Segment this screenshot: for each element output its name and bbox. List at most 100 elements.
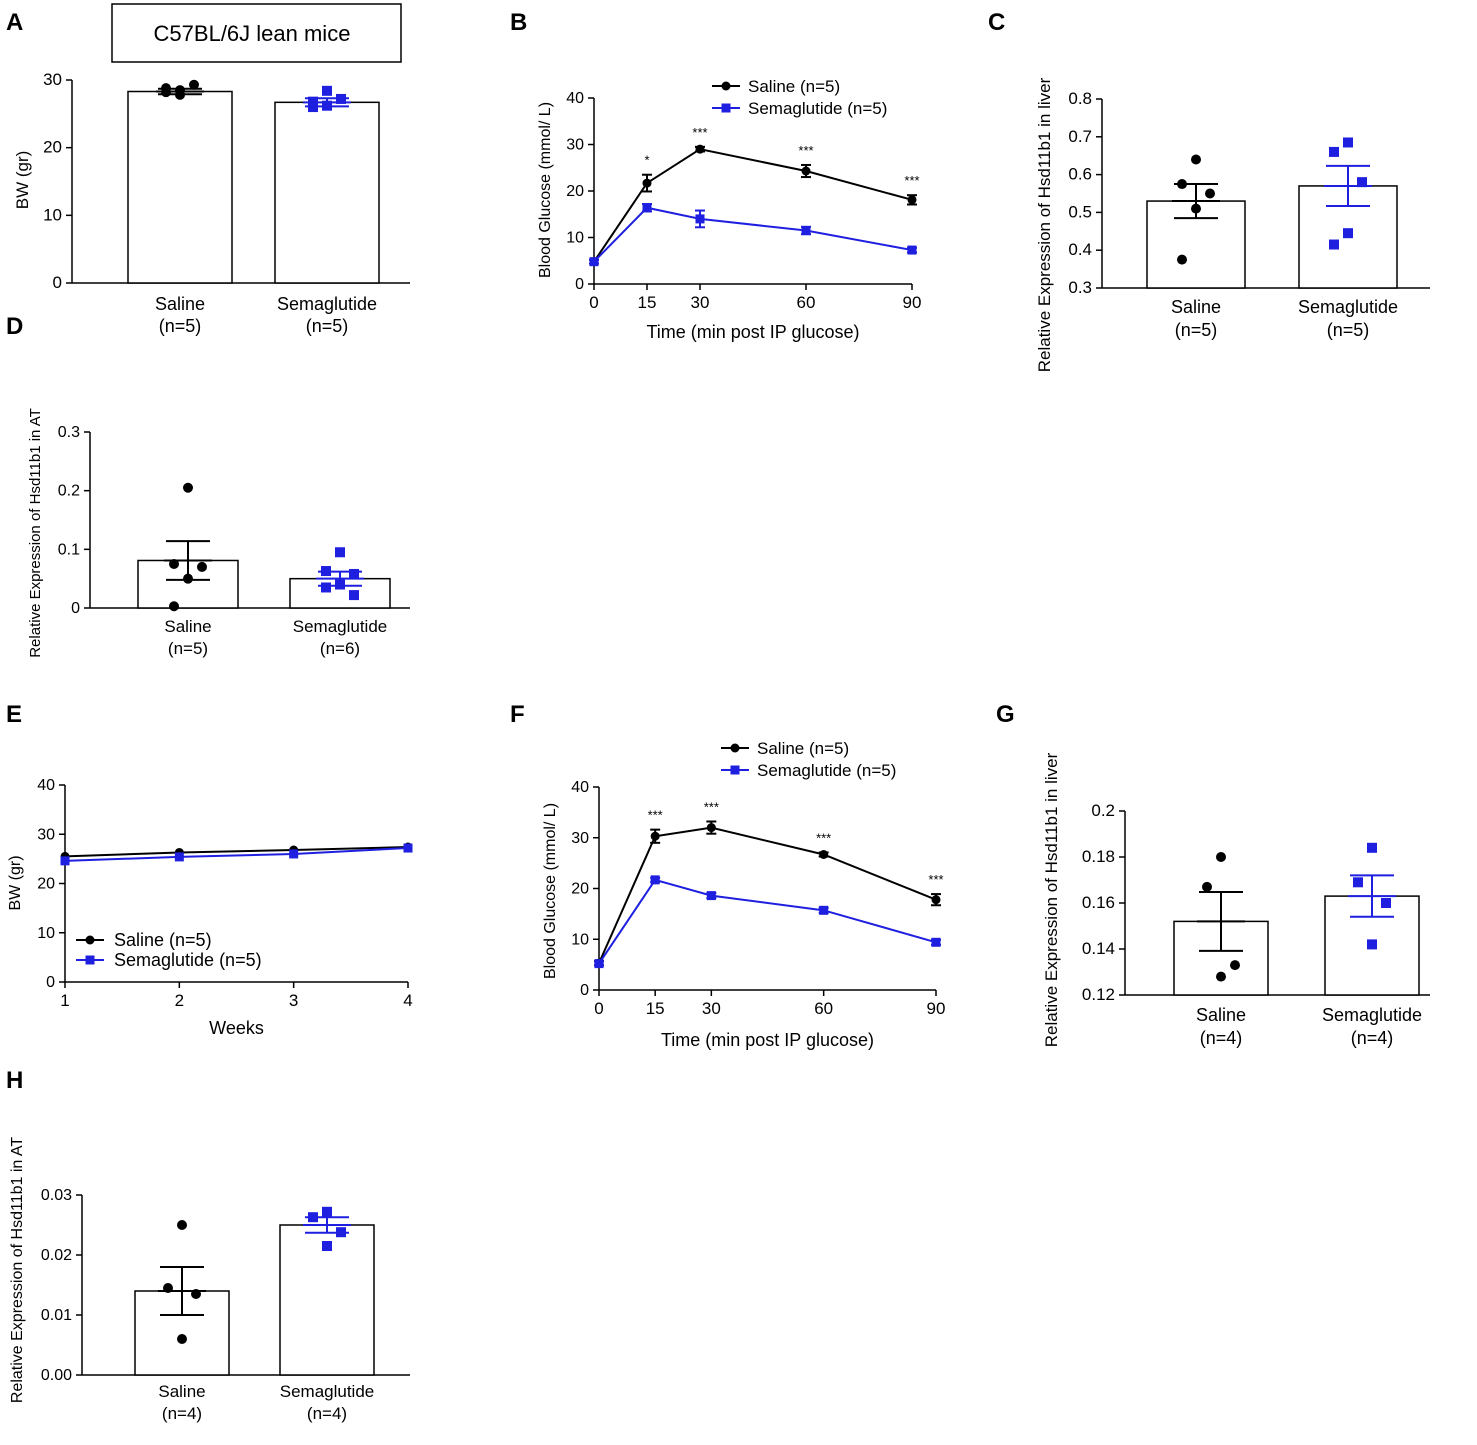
panel-a-y-tick-label: 0 [53,273,62,292]
panel-h-point [336,1227,346,1238]
panel-h-point [177,1220,187,1230]
panel-f-point [931,895,941,905]
panel-a-point [189,79,199,90]
panel-a-point [161,87,171,98]
panel-a-category-n: (n=5) [306,316,349,336]
header-box: C57BL/6J lean mice [111,3,402,63]
panel-c: C 0.3 0.4 0.5 0.6 0.7 0.8 Relative Expression o… [988,9,1430,372]
panel-d-category-n: (n=6) [320,639,360,658]
panel-b-y-axis-label: Blood Glucose (mmol/ L) [537,102,554,278]
panel-e-y-tick-label: 30 [37,826,55,843]
panel-d-category-n: (n=5) [168,639,208,658]
panel-c-point [1191,154,1201,165]
panel-f-series-line [598,826,937,964]
panel-g-point [1216,852,1226,862]
panel-e-y-tick-label: 40 [37,777,55,794]
panel-g-point [1353,877,1363,888]
panel-b-point [695,144,705,154]
panel-b-y-tick-label: 20 [566,183,584,200]
panel-h-y-tick-label: 0.03 [41,1187,72,1204]
panel-e-legend-point [85,935,95,945]
panel-d-y-tick-label: 0.2 [58,483,80,500]
panel-c-point [1191,203,1201,214]
panel-f-point [594,959,604,969]
panel-g: G 0.12 0.14 0.16 0.18 0.2 Relative Expression … [996,701,1430,1048]
panel-d-point [197,561,207,572]
panel-a-category-n: (n=5) [159,316,202,336]
panel-e-y-axis-label: BW (gr) [7,855,24,910]
panel-f-point [931,937,941,947]
panel-f-x-tick-label: 60 [814,999,833,1018]
panel-c-point [1343,228,1353,239]
panel-e-legend-point [85,955,95,965]
panel-f-y-tick-label: 0 [580,982,589,999]
panel-b-legend-point [721,81,731,91]
panel-g-point [1216,971,1226,982]
panel-b-y-tick-label: 40 [566,90,584,107]
panel-c-point [1357,177,1367,188]
panel-c-category-n: (n=5) [1327,320,1370,340]
panel-c-point [1177,254,1187,265]
panel-g-category-label: Semaglutide [1322,1005,1422,1025]
panel-a-point [322,100,332,111]
panel-h-category-label: Saline [158,1382,205,1401]
panel-b-point [801,226,811,236]
panel-d: D 0 0.1 0.2 0.3 Relative Expression of Hsd11b… [6,313,410,658]
panel-f-point [819,849,829,859]
panel-a-point [322,85,332,96]
panel-h-y-tick-label: 0.01 [41,1307,72,1324]
panel-f-point [819,905,829,915]
panel-a-point [308,96,318,107]
header-box-frame [111,3,402,63]
panel-a-bar [274,101,380,284]
panel-e-y-tick-label: 20 [37,876,55,893]
panel-g-y-tick-label: 0.12 [1082,985,1115,1004]
panel-b-point [642,203,652,213]
panel-g-y-tick-label: 0.2 [1091,801,1115,820]
panel-d-point [183,482,193,493]
panel-f-significance: *** [816,830,831,845]
panel-f-y-tick-label: 30 [571,830,589,847]
panel-f-series-line [598,878,937,965]
panel-b: B 0 10 20 30 40 Blood Glucose (mmol/ L) 0 15 30 60… [510,9,921,342]
panel-g-y-tick-label: 0.16 [1082,893,1115,912]
panel-c-point [1329,146,1339,157]
panel-h-y-tick-label: 0.02 [41,1247,72,1264]
panel-b-x-axis-label: Time (min post IP glucose) [646,322,859,342]
panel-d-point [169,601,179,612]
panel-a-y-tick-label: 20 [43,138,62,157]
panel-e-point [174,852,184,862]
panel-b-significance: *** [904,173,919,188]
panel-d-y-tick-label: 0 [71,600,80,617]
panel-c-y-tick-label: 0.8 [1068,89,1092,108]
panel-f-significance: *** [928,872,943,887]
panel-d-point [169,559,179,569]
panel-f-legend-point [730,765,740,775]
panel-c-y-tick-label: 0.6 [1068,165,1092,184]
panel-c-point [1177,179,1187,190]
panel-b-legend-point [721,103,731,113]
panel-e-point [289,849,299,859]
panel-b-label: B [510,9,527,36]
panel-b-x-tick-label: 90 [903,293,922,312]
panel-e-x-tick-label: 2 [175,991,184,1010]
panel-f-x-tick-label: 0 [594,999,603,1018]
panel-b-point [695,214,705,224]
panel-d-point [335,579,345,590]
panel-e-y-tick-label: 0 [46,974,55,991]
panel-h-point [177,1334,187,1344]
panel-g-point [1381,898,1391,908]
panel-b-point [907,245,917,255]
panel-f-y-tick-label: 20 [571,881,589,898]
panel-f-legend-point [730,743,740,753]
panel-e-x-tick-label: 1 [60,991,69,1010]
panel-b-y-tick-label: 0 [575,276,584,293]
panel-h-label: H [6,1067,23,1094]
panel-g-y-axis-label: Relative Expression of Hsd11b1 in liver [1042,752,1061,1047]
panel-g-point [1367,939,1377,950]
panel-e-x-tick-label: 3 [289,991,298,1010]
panel-f-x-tick-label: 30 [702,999,721,1018]
panel-b-significance: *** [692,125,707,140]
